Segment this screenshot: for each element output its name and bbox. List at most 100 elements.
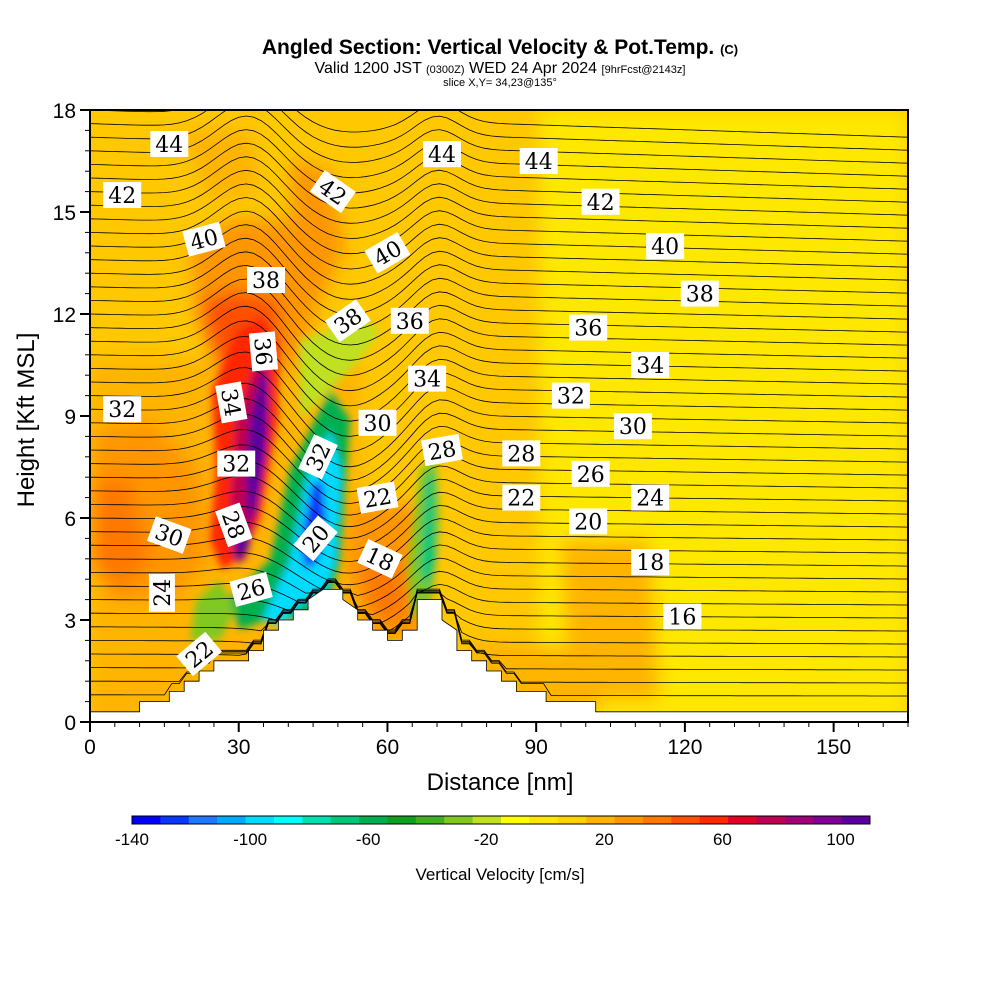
isentrope-label: 40 [646,233,685,260]
isentrope-label-text: 44 [428,143,456,168]
y-tick-label: 12 [53,304,76,327]
colorbar-swatch [188,816,218,824]
colorbar-tick-label: -20 [474,830,499,849]
isentrope-label-text: 44 [155,133,183,158]
isentrope-label-box [358,409,397,436]
colorbar-tick-label: 60 [713,830,732,849]
isentrope-label-box [357,538,403,579]
potential-temperature-contours [90,110,908,697]
isentrope-label-box [298,434,338,480]
isentrope-label-box [176,631,223,677]
isentrope-label: 44 [423,141,461,168]
isentrope-label-text: 20 [574,510,602,535]
isentrope-line [90,444,908,516]
colorbar-swatch [642,816,672,824]
colorbar-swatch [756,816,786,824]
isentrope-line [90,183,908,255]
colorbar-swatch [784,816,814,824]
isentrope-label-text: 40 [651,235,679,260]
x-tick-label: 90 [525,736,548,759]
chart-subtitle: Valid 1200 JST (0300Z) WED 24 Apr 2024 [… [0,60,1000,79]
isentrope-label: 26 [571,460,610,488]
isentrope-label-box [680,280,719,307]
isentrope-line [90,110,908,138]
title-text: Angled Section: Vertical Velocity & Pot.… [261,36,715,59]
isentrope-label: 30 [613,413,652,440]
isentrope-label-box [390,307,429,334]
isentrope-label: 38 [247,267,285,294]
y-tick-label: 9 [64,406,76,429]
isentrope-label-text: 30 [364,412,392,437]
isentrope-line [90,475,908,539]
isentrope-label-text: 34 [413,368,441,393]
colorbar-tick-label: -100 [233,830,267,849]
colorbar-tick-label: -140 [115,830,149,849]
isentrope-line [90,429,908,504]
isentrope-label: 36 [569,314,608,342]
isentrope-label: 34 [631,352,670,379]
subtitle-date: WED 24 Apr 2024 [469,60,598,77]
x-tick-label: 60 [376,736,399,759]
isentrope-label-box [324,299,371,343]
colorbar-swatch [444,816,473,824]
isentrope-line [90,570,908,616]
colorbar-swatch [302,816,331,824]
isentrope-label-box [356,481,399,514]
isentrope-label: 44 [519,148,558,175]
isentrope-label: 28 [502,440,541,467]
isentrope-label-text: 22 [362,484,394,513]
y-axis-title: Height [Kft MSL] [13,333,40,508]
isentrope-label-box [309,170,356,214]
x-axis: 0 30 60 90 120 150 [84,722,909,759]
isentrope-label: 22 [356,481,399,514]
isentrope-label-text: 34 [636,354,664,379]
isentrope-label: 28 [421,433,463,466]
isentrope-line [90,579,908,684]
isentrope-label: 36 [390,307,429,335]
isentrope-label-box [217,450,256,477]
isentrope-label: 22 [502,484,541,512]
isentrope-line [90,578,908,671]
isentrope-line [90,251,908,331]
isentrope-line [90,278,908,361]
isentrope-label-box [631,549,670,576]
x-tick-label: 30 [227,736,250,759]
isentrope-label-text: 28 [426,437,458,466]
isentrope-line [90,305,908,392]
isentrope-line [90,320,908,407]
isentrope-line [90,169,908,239]
isentrope-line [90,582,908,645]
isentrope-label-box [150,131,189,157]
isentrope-line [90,582,908,624]
isentrope-line [90,582,908,633]
isentrope-line [90,264,908,346]
isentrope-line [90,367,908,453]
isentrope-line [90,237,908,316]
colorbar-swatch [841,816,871,824]
isentrope-line [90,156,908,224]
isentrope-label-box [229,571,273,607]
isentrope-label-box [502,484,541,511]
colorbar-swatch [557,816,587,824]
isentrope-label-box [571,460,610,487]
colorbar-frame [131,815,871,825]
isentrope-label-box [519,148,558,174]
isentrope-label-box [364,232,411,274]
isentrope-label-text: 38 [252,269,280,294]
isentrope-label-text: 34 [215,387,244,419]
isentrope-label-box [569,314,608,341]
colorbar-swatch [472,816,502,824]
isentrope-line [90,197,908,270]
isentrope-label-box [502,440,541,467]
colorbar-swatch [217,816,246,824]
colorbar-swatch [359,816,388,824]
isentrope-label-box [182,221,226,257]
colorbar-swatch [699,816,729,824]
isentrope-label: 16 [663,603,702,631]
isentrope-label: 34 [215,381,248,424]
isentrope-label: 34 [408,365,447,393]
isentrope-label-box [663,603,702,630]
colorbar-swatch [132,816,161,824]
isentrope-line [90,335,908,422]
colorbar-swatch [614,816,644,824]
